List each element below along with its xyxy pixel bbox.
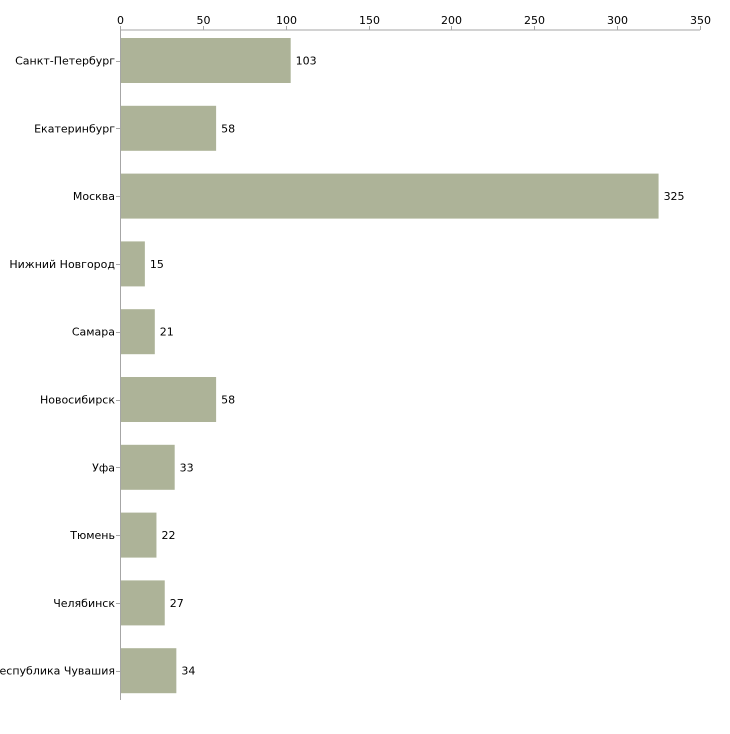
bar — [121, 38, 291, 83]
value-label: 22 — [161, 529, 175, 542]
x-tick-label: 0 — [117, 14, 124, 27]
bar — [121, 173, 659, 219]
x-tick-label: 350 — [690, 14, 711, 27]
bar — [121, 241, 145, 287]
category-label: Санкт-Петербург — [15, 55, 115, 68]
bar — [121, 444, 175, 490]
value-label: 33 — [180, 461, 194, 474]
category-label: Челябинск — [53, 597, 115, 610]
value-label: 58 — [221, 122, 235, 135]
value-label: 21 — [160, 326, 174, 339]
x-tick-label: 200 — [441, 14, 462, 27]
bar — [121, 580, 165, 626]
category-label: Екатеринбург — [34, 122, 115, 135]
x-tick-label: 250 — [524, 14, 545, 27]
value-labels: 103 58 325 15 21 58 33 22 27 34 — [150, 55, 685, 678]
category-label: Нижний Новгород — [9, 258, 115, 271]
category-label: Республика Чувашия — [0, 665, 115, 678]
bar — [121, 309, 155, 355]
x-tick-label: 50 — [197, 14, 211, 27]
bar — [121, 512, 157, 558]
value-label: 34 — [181, 665, 195, 678]
category-label: Новосибирск — [40, 394, 115, 407]
value-label: 325 — [664, 190, 685, 203]
category-label: Тюмень — [69, 529, 115, 542]
value-label: 27 — [170, 597, 184, 610]
y-axis: Санкт-Петербург Екатеринбург Москва Нижний … — [0, 30, 121, 700]
bar — [121, 105, 217, 151]
value-label: 58 — [221, 394, 235, 407]
x-tick-label: 100 — [276, 14, 297, 27]
bars — [121, 38, 659, 694]
bar — [121, 377, 217, 422]
x-tick-label: 150 — [359, 14, 380, 27]
category-label: Уфа — [92, 461, 115, 474]
bar — [121, 648, 177, 694]
category-label: Самара — [72, 326, 115, 339]
x-axis: 0 50 100 150 200 250 300 350 — [117, 14, 711, 31]
x-tick-label: 300 — [607, 14, 628, 27]
category-label: Москва — [73, 190, 115, 203]
value-label: 15 — [150, 258, 164, 271]
value-label: 103 — [296, 55, 317, 68]
